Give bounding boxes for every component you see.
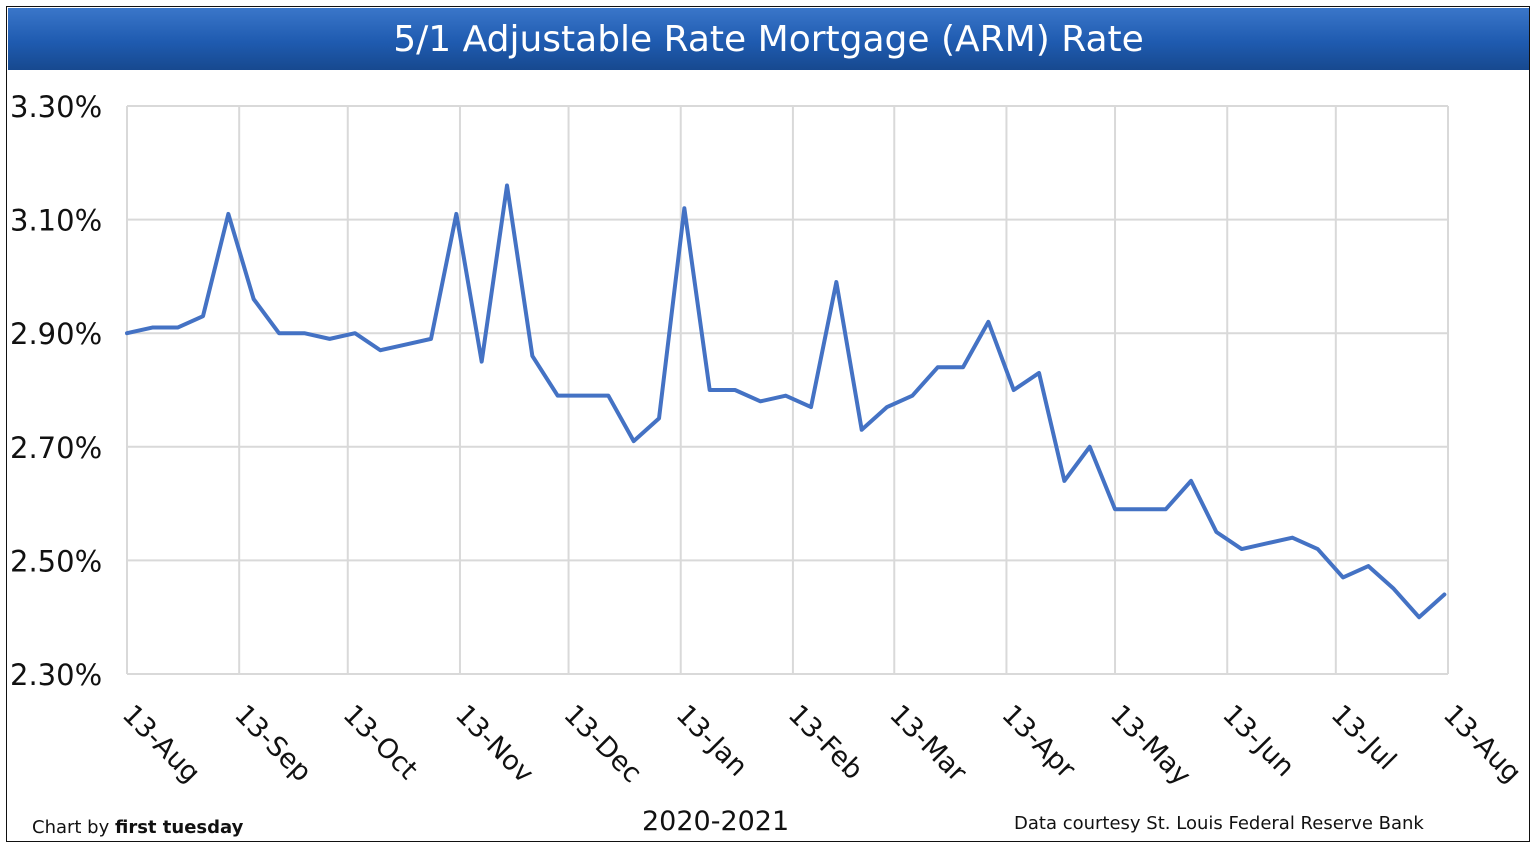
credit-brand: first tuesday: [115, 817, 244, 838]
x-tick-label: 13-Feb: [782, 699, 869, 786]
chart-credit: Chart by first tuesday: [32, 817, 243, 838]
chart-frame: [6, 6, 1530, 842]
x-tick-label: 13-Oct: [337, 699, 424, 786]
x-tick-label: 13-May: [1104, 699, 1197, 792]
x-tick-label: 13-Dec: [558, 699, 648, 789]
x-tick-label: 13-Mar: [883, 699, 973, 789]
series-line: [125, 183, 1447, 620]
y-tick-label: 2.70%: [10, 431, 102, 465]
x-tick-label: 13-Aug: [116, 699, 206, 789]
x-tick-label: 13-Jun: [1216, 699, 1300, 783]
y-tick-label: 2.30%: [10, 658, 102, 692]
x-tick-label: 13-Apr: [996, 699, 1082, 785]
x-tick-label: 13-Jul: [1325, 699, 1402, 776]
y-tick-label: 3.10%: [10, 204, 102, 238]
y-tick-label: 2.50%: [10, 544, 102, 578]
credit-prefix: Chart by: [32, 817, 115, 838]
y-tick-label: 3.30%: [10, 90, 102, 124]
x-tick-label: 13-Sep: [228, 699, 317, 788]
data-source: Data courtesy St. Louis Federal Reserve …: [1014, 813, 1424, 834]
x-tick-label: 13-Aug: [1437, 699, 1527, 789]
x-tick-label: 13-Jan: [670, 699, 754, 783]
x-tick-label: 13-Nov: [449, 699, 539, 789]
x-axis-title: 2020-2021: [642, 806, 790, 837]
chart-title: 5/1 Adjustable Rate Mortgage (ARM) Rate: [8, 8, 1529, 70]
y-tick-label: 2.90%: [10, 317, 102, 351]
